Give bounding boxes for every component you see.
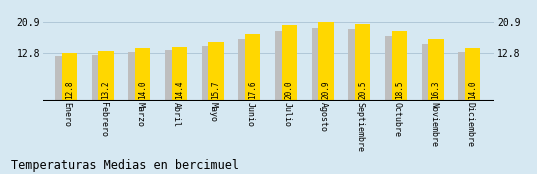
Bar [62, 53, 77, 101]
Bar [355, 23, 371, 101]
Bar [465, 48, 481, 101]
Bar [429, 39, 444, 101]
Bar [238, 39, 252, 101]
Text: 17.6: 17.6 [248, 81, 257, 99]
Text: 14.0: 14.0 [468, 81, 477, 99]
Text: 12.8: 12.8 [65, 81, 74, 99]
Bar [98, 51, 114, 101]
Bar [385, 36, 399, 101]
Bar [55, 56, 69, 101]
Bar [202, 46, 216, 101]
Bar [245, 34, 260, 101]
Bar [165, 50, 179, 101]
Text: 20.9: 20.9 [322, 81, 331, 99]
Bar [208, 42, 224, 101]
Text: Temperaturas Medias en bercimuel: Temperaturas Medias en bercimuel [11, 159, 239, 172]
Bar [275, 31, 289, 101]
Bar [459, 52, 473, 101]
Bar [318, 22, 334, 101]
Bar [312, 27, 326, 101]
Text: 20.0: 20.0 [285, 81, 294, 99]
Text: 20.5: 20.5 [358, 81, 367, 99]
Text: 14.4: 14.4 [175, 81, 184, 99]
Bar [172, 46, 187, 101]
Bar [282, 25, 297, 101]
Text: 18.5: 18.5 [395, 81, 404, 99]
Bar [391, 31, 407, 101]
Text: 14.0: 14.0 [138, 81, 147, 99]
Bar [422, 44, 436, 101]
Text: 13.2: 13.2 [101, 81, 111, 99]
Bar [92, 55, 106, 101]
Bar [128, 52, 142, 101]
Text: 15.7: 15.7 [212, 81, 221, 99]
Bar [349, 29, 362, 101]
Bar [135, 48, 150, 101]
Text: 16.3: 16.3 [432, 81, 440, 99]
